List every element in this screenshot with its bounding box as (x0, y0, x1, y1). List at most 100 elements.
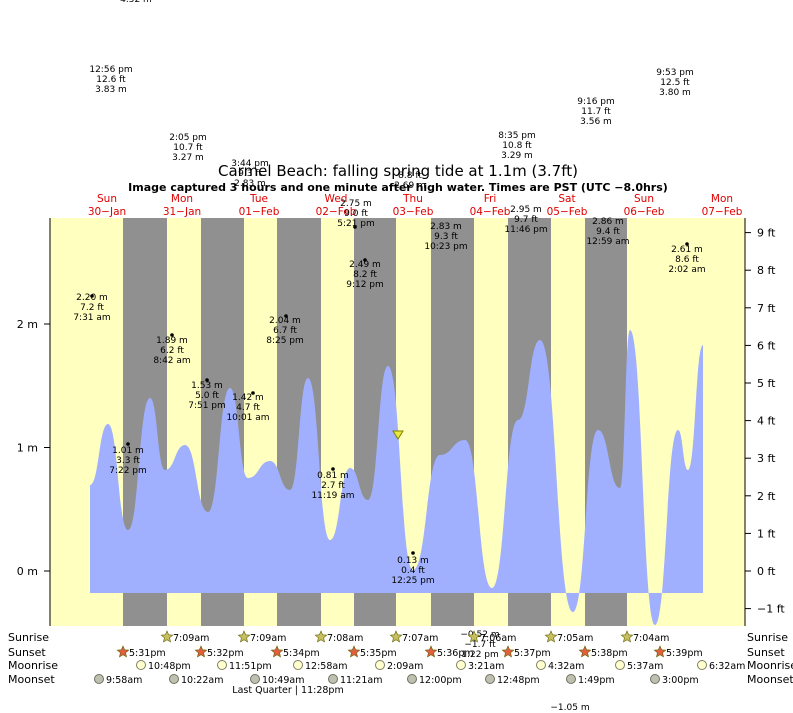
tide-label: −1.05 m (550, 703, 589, 713)
tide-label: 0.4 ft (401, 566, 425, 576)
right-tick-label: 9 ft (757, 227, 776, 240)
moonset-time: 11:21am (340, 675, 382, 686)
tide-label: 3.29 m (501, 151, 533, 161)
tide-label: 9.3 ft (434, 232, 458, 242)
sunset-icon (424, 645, 438, 658)
day-date: 31−Jan (163, 206, 201, 218)
tide-point (685, 242, 689, 246)
moonrise-icon (293, 660, 303, 670)
tide-label: 6.7 ft (273, 326, 297, 336)
row-label-right: Moonset (747, 673, 793, 686)
moonset-icon (650, 674, 660, 684)
tide-label: 9:53 pm (656, 68, 694, 78)
sunset-icon (501, 645, 515, 658)
tide-label: 9:12 pm (346, 280, 384, 290)
moonrise-time: 2:09am (387, 661, 423, 672)
right-tick-label: 0 ft (757, 565, 776, 578)
tide-point (284, 314, 288, 318)
moonrise-time: 12:58am (305, 661, 347, 672)
right-tick-label: 7 ft (757, 302, 776, 315)
moonset-time: 1:49pm (578, 675, 615, 686)
tide-label: 9.0 ft (344, 209, 368, 219)
day-name: Mon (711, 193, 733, 205)
left-tick-label: 0 m (17, 565, 38, 578)
day-date: 07−Feb (702, 206, 743, 218)
tide-point (363, 258, 367, 262)
tide-label: 10:23 pm (424, 242, 467, 252)
moonrise-icon (456, 660, 466, 670)
tide-area (90, 330, 703, 625)
day-labels: Sun30−JanMon31−JanTue01−FebWed02−FebThu0… (88, 193, 743, 218)
right-tick-label: 1 ft (757, 527, 776, 540)
tide-label: 3:44 pm (231, 159, 269, 169)
tide-point (331, 467, 335, 471)
tide-label: 4.7 ft (236, 403, 260, 413)
moonset-time: 12:48pm (497, 675, 540, 686)
moonrise-icon (136, 660, 146, 670)
tide-label: 2.95 m (510, 205, 542, 215)
sunset-icon (194, 645, 208, 658)
tide-label: 8:42 am (153, 356, 190, 366)
moonset-icon (328, 674, 338, 684)
day-name: Tue (249, 193, 268, 205)
sunset-icon (653, 645, 667, 658)
tide-label: 2.83 m (234, 179, 266, 189)
tide-label: 1.01 m (112, 446, 144, 456)
row-label-right: Sunset (747, 646, 785, 659)
moonset-time: 9:58am (106, 675, 142, 686)
left-axis: 0 m 1 m 2 m (17, 318, 50, 578)
moonrise-icon (536, 660, 546, 670)
day-date: 02−Feb (316, 206, 357, 218)
row-label-left: Sunrise (8, 631, 49, 644)
tide-label: 2.04 m (269, 316, 301, 326)
tide-label: 11:19 am (311, 491, 354, 501)
moonrise-time: 3:21am (468, 661, 504, 672)
tide-label: 7:31 am (73, 313, 110, 323)
day-date: 06−Feb (624, 206, 665, 218)
day-name: Fri (484, 193, 497, 205)
sunrise-icon (544, 630, 558, 643)
tide-label: 6.2 ft (160, 346, 184, 356)
tide-label: 2.69 m (394, 181, 426, 191)
tide-label: 1.53 m (191, 381, 223, 391)
right-tick-label: 4 ft (757, 415, 776, 428)
tide-label: 2.20 m (76, 293, 108, 303)
tide-label: 0.13 m (397, 556, 429, 566)
day-date: 04−Feb (470, 206, 511, 218)
sunset-time: 5:31pm (129, 648, 166, 659)
tide-label: 3.80 m (659, 88, 691, 98)
tide-label: 8:35 pm (498, 131, 536, 141)
row-label-left: Moonrise (8, 659, 58, 672)
moonset-icon (566, 674, 576, 684)
tide-point (90, 294, 94, 298)
left-tick-label: 2 m (17, 318, 38, 331)
moonset-icon (94, 674, 104, 684)
tide-label: 10:01 am (226, 413, 269, 423)
tide-label: 1.89 m (156, 336, 188, 346)
tide-label: 2:05 pm (169, 133, 207, 143)
day-date: 03−Feb (393, 206, 434, 218)
moonrise-icon (697, 660, 707, 670)
right-axis: −1 ft 0 ft 1 ft 2 ft 3 ft 4 ft 5 ft 6 ft 7 ft 8 f… (745, 227, 785, 616)
moonset-time: 12:00pm (419, 675, 462, 686)
tide-label: 5.0 ft (195, 391, 219, 401)
sunrise-icon (620, 630, 634, 643)
day-name: Sun (634, 193, 654, 205)
sunset-icon (116, 645, 130, 658)
sunrise-time: 7:04am (633, 633, 669, 644)
tide-point (170, 333, 174, 337)
tide-point (205, 378, 209, 382)
tide-point (353, 225, 357, 229)
day-name: Wed (325, 193, 348, 205)
tide-label: 9.4 ft (596, 227, 620, 237)
moonset-icon (407, 674, 417, 684)
moonset-time: 3:00pm (662, 675, 699, 686)
plot-frame (49, 218, 746, 626)
tide-label: 2.49 m (349, 260, 381, 270)
tide-label: 8:25 pm (266, 336, 304, 346)
tide-label: 2.7 ft (321, 481, 345, 491)
tide-label: 10.8 ft (502, 141, 532, 151)
tide-label: 0.81 m (317, 471, 349, 481)
moonset-time: 10:49am (262, 675, 304, 686)
sunrise-icon (467, 630, 481, 643)
